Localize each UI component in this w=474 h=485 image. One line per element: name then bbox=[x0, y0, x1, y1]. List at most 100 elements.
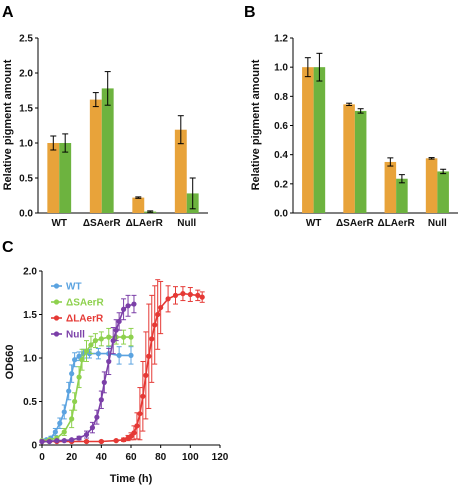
panel-c-point bbox=[143, 372, 149, 378]
panel-c-ytick-label: 0 bbox=[31, 441, 37, 452]
panel-c-xtick-label: 40 bbox=[96, 452, 108, 463]
panel-c-point bbox=[98, 397, 104, 403]
panel-c-series bbox=[39, 327, 134, 444]
panel-c-ylabel: OD660 bbox=[4, 345, 16, 380]
panel-c-xtick-label: 20 bbox=[66, 452, 78, 463]
panel-c-legend: WT ΔSAerR ΔLAerR Null bbox=[51, 282, 105, 341]
panel-c-point bbox=[98, 438, 104, 445]
panel-c-point bbox=[39, 438, 45, 445]
panel-c-point bbox=[125, 303, 131, 309]
panel-c-point bbox=[116, 318, 122, 325]
panel-c-point bbox=[69, 416, 75, 422]
panel-c-legend-label: Null bbox=[66, 330, 85, 341]
panel-c-series bbox=[39, 294, 137, 445]
panel-a-bar bbox=[132, 197, 145, 213]
panel-c-plot: 0 0.5 1.0 1.5 2.0 0 20 40 60 80 100 120 bbox=[23, 267, 229, 464]
panel-c-xtick-label: 0 bbox=[39, 452, 45, 463]
panel-c-legend-marker bbox=[53, 331, 60, 337]
panel-b-bar bbox=[437, 171, 449, 213]
panel-c-legend-label: ΔSAerR bbox=[66, 298, 105, 309]
panel-c-point bbox=[131, 430, 137, 436]
panel-c-label: C bbox=[2, 239, 14, 256]
panel-c-series bbox=[39, 279, 205, 445]
panel-c-ytick-label: 0.5 bbox=[23, 397, 37, 408]
panel-a-xtick-label: ΔLAerR bbox=[126, 218, 164, 229]
panel-b-ylabel: Relative pigment amount bbox=[250, 59, 262, 190]
panel-c-legend-label: WT bbox=[66, 282, 82, 293]
panel-c-point bbox=[92, 338, 98, 344]
panel-b-xtick-label: ΔSAerR bbox=[336, 218, 375, 229]
panel-c-point bbox=[69, 371, 75, 377]
panel-c-point bbox=[46, 438, 53, 445]
panel-b-ytick-label: 0.4 bbox=[274, 150, 288, 161]
panel-a: A Relative pigment amount 0.0 0.5 1.0 1.5 2.… bbox=[2, 4, 208, 229]
panel-a-ytick-label: 2.5 bbox=[19, 34, 33, 45]
panel-c-point bbox=[94, 414, 100, 420]
panel-c-point bbox=[72, 357, 78, 363]
panel-a-xtick-label: Null bbox=[177, 218, 196, 229]
panel-a-bar bbox=[89, 99, 102, 213]
panel-c-point bbox=[110, 338, 116, 344]
panel-a-xtick-label: ΔSAerR bbox=[83, 218, 122, 229]
panel-c: C OD660 Time (h) 0 0.5 1.0 1.5 2.0 0 20 40 60 80 1… bbox=[2, 239, 229, 485]
panel-b-bar bbox=[313, 67, 326, 214]
panel-c-point bbox=[88, 342, 94, 348]
panel-c-point bbox=[165, 296, 171, 302]
panel-c-point bbox=[146, 353, 152, 359]
panel-c-point bbox=[72, 398, 78, 405]
panel-b-ytick-label: 0.0 bbox=[274, 209, 288, 220]
panel-c-point bbox=[172, 292, 179, 298]
panel-c-point bbox=[57, 420, 63, 426]
panel-c-point bbox=[106, 334, 112, 340]
panel-b-ytick-label: 0.8 bbox=[274, 92, 288, 103]
panel-c-point bbox=[54, 438, 60, 444]
panel-a-bar bbox=[174, 129, 187, 213]
panel-c-point bbox=[152, 322, 158, 328]
panel-c-point bbox=[52, 429, 58, 435]
panel-b-bar bbox=[302, 67, 314, 214]
panel-b-bar bbox=[354, 110, 367, 213]
panel-c-point bbox=[113, 327, 119, 333]
panel-c-point bbox=[180, 291, 186, 297]
panel-b-ytick-label: 1.0 bbox=[274, 63, 288, 74]
panel-c-point bbox=[61, 409, 67, 415]
panel-c-point bbox=[195, 292, 201, 298]
panel-c-point bbox=[66, 388, 72, 394]
panel-c-point bbox=[83, 431, 90, 438]
panel-c-point bbox=[134, 423, 140, 429]
panel-a-plot: 0.0 0.5 1.0 1.5 2.0 2.5 WT ΔSAerR ΔLAerR Null bbox=[19, 34, 208, 229]
panel-a-bar bbox=[59, 143, 72, 213]
panel-c-point bbox=[187, 291, 193, 298]
panel-c-point bbox=[158, 304, 164, 311]
panel-c-legend-label: ΔLAerR bbox=[66, 314, 104, 325]
panel-c-point bbox=[128, 352, 134, 358]
panel-b-ytick-label: 0.6 bbox=[274, 121, 288, 132]
panel-a-ylabel: Relative pigment amount bbox=[2, 59, 14, 190]
panel-c-point bbox=[83, 438, 90, 445]
panel-b-plot: 0.0 0.2 0.4 0.6 0.8 1.0 1.2 WT ΔSAerR ΔLAerR Null bbox=[274, 34, 458, 229]
panel-a-bar bbox=[47, 143, 60, 213]
panel-c-point bbox=[69, 437, 75, 443]
panel-c-point bbox=[131, 301, 137, 307]
panel-c-point bbox=[79, 357, 85, 363]
panel-b-ytick-label: 1.2 bbox=[274, 34, 288, 45]
panel-a-ytick-label: 1.5 bbox=[19, 104, 33, 115]
panel-c-legend-marker bbox=[53, 315, 60, 321]
panel-b-bar bbox=[396, 178, 408, 213]
panel-c-point bbox=[120, 334, 127, 340]
panel-c-point bbox=[120, 437, 127, 443]
panel-a-ytick-label: 0.0 bbox=[19, 209, 33, 220]
panel-c-point bbox=[113, 438, 119, 444]
panel-c-point bbox=[89, 425, 96, 431]
panel-b: B Relative pigment amount 0.00.20.40.60.… bbox=[244, 4, 458, 229]
panel-b-bar bbox=[425, 158, 438, 213]
panel-c-legend-marker bbox=[53, 283, 60, 289]
panel-c-point bbox=[106, 358, 112, 365]
panel-b-bar bbox=[384, 161, 397, 213]
panel-c-xtick-label: 60 bbox=[125, 452, 137, 463]
panel-c-point bbox=[95, 351, 101, 357]
panel-c-xtick-label: 80 bbox=[155, 452, 167, 463]
panel-c-point bbox=[76, 435, 82, 441]
panel-c-series-line bbox=[41, 336, 131, 442]
